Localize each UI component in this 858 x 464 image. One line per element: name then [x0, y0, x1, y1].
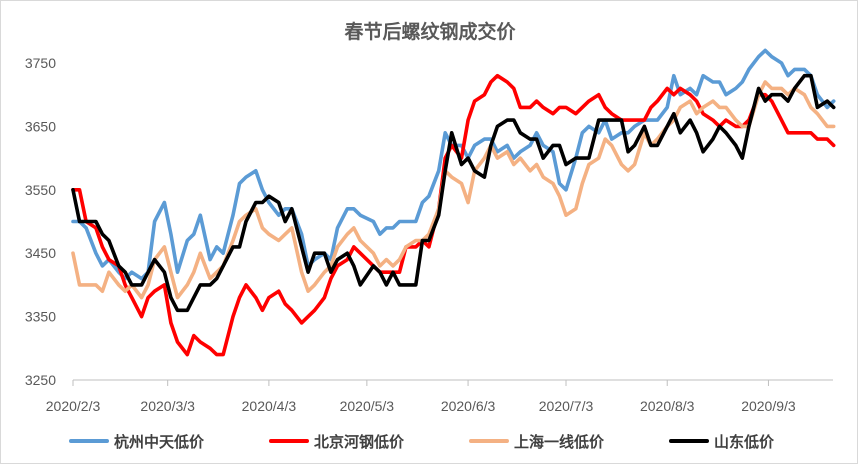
legend-label-2: 北京河钢低价	[314, 433, 405, 451]
y-axis: 3250 3350 3450 3550 3650 3750	[25, 55, 56, 388]
y-tick-label: 3450	[25, 245, 56, 261]
series-line-4	[71, 73, 836, 313]
x-tick-label: 2020/7/3	[539, 398, 594, 414]
x-tick-label: 2020/8/3	[640, 398, 695, 414]
y-tick-label: 3650	[25, 118, 56, 134]
series-line-3	[71, 80, 836, 300]
plot-area	[71, 48, 836, 357]
x-tick-label: 2020/5/3	[340, 398, 395, 414]
x-tick-label: 2020/2/3	[46, 398, 101, 414]
x-tick-label: 2020/9/3	[741, 398, 796, 414]
x-tick-label: 2020/3/3	[140, 398, 195, 414]
y-tick-label: 3550	[25, 182, 56, 198]
legend-label-4: 山东低价	[714, 433, 775, 451]
legend-label-1: 杭州中天低价	[114, 433, 205, 451]
y-tick-label: 3250	[25, 372, 56, 388]
x-tick-label: 2020/4/3	[242, 398, 297, 414]
chart-title: 春节后螺纹钢成交价	[344, 20, 516, 43]
y-tick-label: 3750	[25, 55, 56, 71]
legend: 杭州中天低价 北京河钢低价 上海一线低价 山东低价	[69, 433, 775, 451]
y-tick-label: 3350	[25, 309, 56, 325]
x-axis: 2020/2/3 2020/3/3 2020/4/3 2020/5/3 2020/6/3…	[46, 379, 833, 414]
legend-label-3: 上海一线低价	[514, 433, 605, 451]
x-tick-label: 2020/6/3	[441, 398, 496, 414]
series-line-1	[71, 48, 836, 281]
series-line-2	[71, 73, 836, 357]
